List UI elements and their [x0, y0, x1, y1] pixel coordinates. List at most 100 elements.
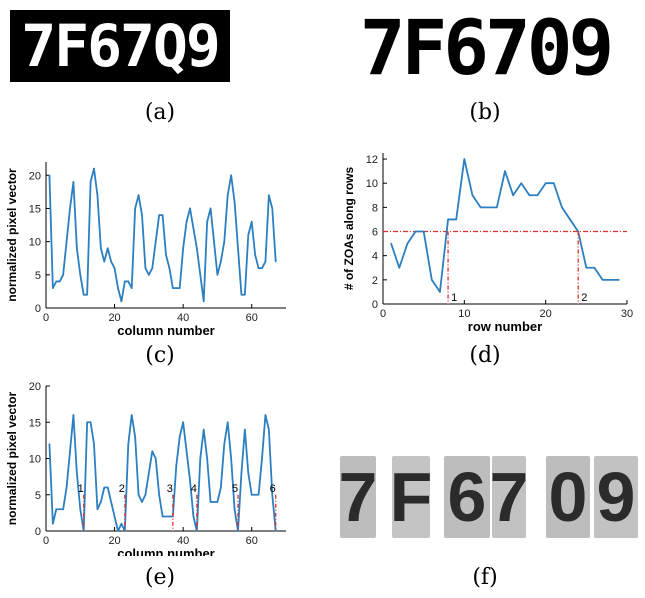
- segment-char-2: F: [392, 456, 430, 538]
- data-point: [406, 242, 409, 245]
- data-point: [141, 501, 143, 503]
- data-point: [237, 247, 239, 250]
- data-point: [274, 260, 277, 263]
- data-point: [86, 421, 88, 424]
- data-point: [240, 293, 243, 296]
- y-tick-label: 5: [35, 270, 41, 282]
- data-point: [127, 443, 130, 445]
- data-point: [390, 242, 392, 245]
- data-point: [134, 207, 136, 210]
- data-point: [185, 220, 188, 223]
- data-point: [154, 240, 157, 243]
- data-point: [137, 493, 140, 496]
- data-point: [261, 267, 263, 269]
- data-point: [100, 247, 102, 250]
- data-point: [561, 206, 563, 209]
- data-point: [601, 279, 604, 281]
- data-point: [230, 174, 232, 177]
- data-point: [158, 214, 160, 216]
- data-point: [175, 287, 178, 289]
- data-point: [199, 274, 202, 276]
- data-point: [144, 267, 147, 269]
- data-point: [55, 508, 58, 511]
- data-point: [268, 194, 270, 196]
- data-point: [528, 194, 531, 197]
- data-point: [196, 247, 198, 250]
- data-point: [113, 515, 116, 518]
- data-point: [106, 486, 109, 489]
- data-point: [120, 300, 123, 303]
- data-point: [479, 206, 482, 209]
- x-axis-label: column number: [117, 546, 215, 556]
- x-axis-label: row number: [468, 319, 542, 334]
- series-line: [390, 158, 619, 293]
- data-point: [553, 182, 555, 184]
- y-tick-label: 20: [29, 170, 41, 182]
- data-point: [569, 218, 571, 221]
- data-point: [447, 218, 449, 221]
- caption-b: (b): [469, 100, 501, 125]
- data-point: [62, 508, 64, 511]
- data-point: [192, 515, 195, 518]
- data-point: [69, 450, 71, 453]
- data-point: [72, 414, 75, 416]
- data-point: [161, 515, 164, 518]
- y-tick-label: 0: [35, 303, 41, 315]
- data-point: [117, 287, 119, 289]
- data-point: [82, 293, 85, 296]
- data-point: [52, 522, 54, 525]
- data-point: [48, 174, 51, 177]
- data-point: [216, 274, 219, 276]
- data-point: [264, 260, 267, 263]
- data-point: [398, 266, 401, 269]
- y-tick-label: 10: [29, 454, 41, 466]
- data-point: [113, 267, 116, 269]
- data-point: [206, 220, 208, 223]
- data-point: [103, 486, 106, 489]
- data-point: [127, 280, 130, 283]
- x-tick-label: 20: [540, 308, 552, 320]
- data-point: [86, 293, 88, 296]
- data-point: [48, 443, 51, 445]
- data-point: [202, 428, 205, 431]
- data-point: [110, 260, 112, 263]
- data-point: [431, 279, 433, 281]
- data-point: [141, 214, 143, 216]
- data-point: [226, 194, 229, 196]
- data-point: [161, 214, 164, 216]
- data-point: [76, 472, 78, 474]
- caption-e: (e): [144, 565, 176, 590]
- y-tick-label: 20: [29, 381, 41, 393]
- data-point: [79, 508, 82, 511]
- data-point: [271, 493, 274, 496]
- data-point: [496, 206, 498, 209]
- data-point: [536, 194, 539, 197]
- x-tick-label: 10: [458, 308, 470, 320]
- data-point: [213, 240, 215, 243]
- data-point: [264, 414, 267, 416]
- data-point: [62, 274, 64, 276]
- data-point: [216, 501, 219, 503]
- data-point: [463, 158, 466, 160]
- caption-a: (a): [144, 100, 176, 125]
- data-point: [120, 522, 123, 525]
- data-point: [202, 300, 205, 303]
- data-point: [520, 182, 523, 184]
- data-point: [55, 280, 58, 283]
- x-axis-label: column number: [117, 323, 215, 338]
- data-point: [124, 280, 126, 283]
- data-point: [165, 515, 167, 518]
- data-point: [487, 206, 490, 209]
- data-point: [189, 207, 191, 210]
- data-point: [93, 443, 95, 445]
- binarized-plate-text: 7F67Q9: [21, 12, 221, 80]
- segmentation-marker-label: 1: [451, 292, 457, 304]
- y-axis-label: normalized pixel vector: [5, 168, 19, 302]
- data-point: [512, 194, 514, 197]
- segment-char-1: 7: [340, 456, 376, 538]
- y-tick-label: 0: [372, 299, 378, 311]
- data-point: [220, 260, 222, 263]
- data-point: [96, 194, 99, 196]
- y-tick-label: 2: [372, 275, 378, 287]
